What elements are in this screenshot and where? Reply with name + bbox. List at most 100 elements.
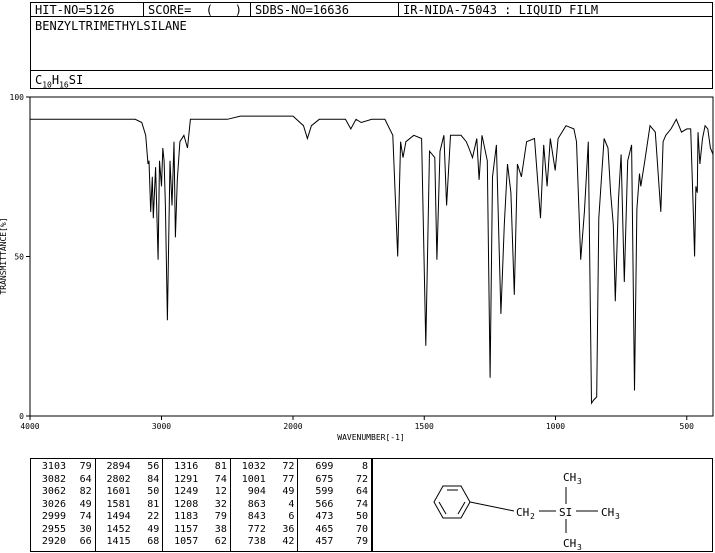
y-tick-label: 50 [14, 253, 24, 262]
peak-transmittance: 79 [355, 536, 369, 547]
peak-wavenumber: 2999 [41, 511, 66, 522]
peak-transmittance: 49 [79, 498, 92, 510]
y-axis-label: TRANSMITTANCE[%] [0, 217, 8, 294]
sdbs-number: SDBS-NO=16636 [251, 3, 399, 16]
peak-row: 465 70 [301, 524, 368, 537]
formula-c: C [35, 73, 43, 87]
peak-row: 1581 81 [99, 499, 160, 512]
peak-transmittance: 74 [214, 473, 227, 485]
peak-transmittance: 50 [355, 511, 369, 522]
peak-wavenumber: 1157 [174, 523, 199, 535]
peak-wavenumber: 473 [315, 511, 334, 522]
peak-wavenumber: 772 [247, 523, 266, 535]
peak-transmittance: 62 [214, 536, 227, 547]
peak-transmittance: 22 [147, 511, 160, 522]
peak-transmittance: 64 [79, 473, 92, 485]
y-tick-label: 100 [10, 93, 25, 102]
peak-wavenumber: 2802 [106, 473, 131, 485]
peak-transmittance: 77 [282, 473, 295, 485]
peak-column: 3103 79 3082 64 3062 82 3026 49 2999 74 2955 30 2920… [31, 459, 96, 551]
peak-column: 2894 56 2802 84 1601 50 1581 81 1494 22 1452 49 1415… [96, 459, 164, 551]
methyl-top-subscript: 3 [577, 477, 582, 486]
structure-diagram: CH 2 SI CH 3 CH 3 CH 3 [433, 471, 620, 552]
peak-wavenumber: 465 [315, 523, 334, 535]
peak-row: 3082 64 [34, 474, 92, 487]
peak-transmittance: 30 [79, 523, 92, 535]
peak-transmittance: 66 [79, 536, 92, 547]
compound-box: BENZYLTRIMETHYLSILANE C10H16SI [30, 16, 713, 89]
x-tick-label: 2000 [283, 422, 302, 431]
peak-transmittance: 8 [361, 461, 369, 472]
ch2-subscript: 2 [530, 512, 535, 521]
peak-row: 738 42 [234, 536, 295, 549]
peak-row: 2999 74 [34, 511, 92, 524]
compound-name: BENZYLTRIMETHYLSILANE [35, 19, 187, 33]
peak-wavenumber: 863 [247, 498, 266, 510]
peak-row: 1415 68 [99, 536, 160, 549]
peak-wavenumber: 599 [315, 486, 334, 497]
peak-row: 1249 12 [166, 486, 227, 499]
peak-row: 1032 72 [234, 461, 295, 474]
peak-transmittance: 49 [147, 523, 160, 535]
formula-c-count: 10 [42, 80, 52, 90]
peak-row: 457 79 [301, 536, 368, 549]
peak-transmittance: 72 [355, 473, 369, 485]
peak-row: 3062 82 [34, 486, 92, 499]
peak-transmittance: 84 [147, 473, 160, 485]
formula-h-count: 16 [59, 80, 69, 90]
peak-wavenumber: 3026 [41, 498, 66, 510]
peak-transmittance: 72 [282, 461, 295, 472]
ch2-label: CH [516, 506, 529, 519]
peak-transmittance: 12 [214, 486, 227, 497]
methyl-bottom-label: CH [563, 537, 576, 550]
methyl-top-label: CH [563, 471, 576, 484]
peak-wavenumber: 1291 [174, 473, 199, 485]
peak-row: 473 50 [301, 511, 368, 524]
peak-row: 1316 81 [166, 461, 227, 474]
peak-wavenumber: 2894 [106, 461, 131, 472]
peak-wavenumber: 699 [315, 461, 334, 472]
peak-transmittance: 49 [282, 486, 295, 497]
peak-row: 904 49 [234, 486, 295, 499]
peak-wavenumber: 1581 [106, 498, 131, 510]
peak-wavenumber: 457 [315, 536, 334, 547]
peak-wavenumber: 1601 [106, 486, 131, 497]
peak-wavenumber: 2920 [41, 536, 66, 547]
peak-row: 1494 22 [99, 511, 160, 524]
peak-wavenumber: 1208 [174, 498, 199, 510]
peak-transmittance: 38 [214, 523, 227, 535]
plot-frame [29, 96, 714, 417]
peak-row: 2894 56 [99, 461, 160, 474]
peak-column: 699 8 675 72 599 64 566 74 473 50 465 70 457 79 [298, 459, 371, 551]
peak-row: 1291 74 [166, 474, 227, 487]
peak-wavenumber: 1032 [241, 461, 266, 472]
peak-wavenumber: 566 [315, 498, 334, 510]
peak-transmittance: 64 [355, 486, 369, 497]
benzene-ring [433, 485, 471, 519]
peak-row: 599 64 [301, 486, 368, 499]
peak-row: 2920 66 [34, 536, 92, 549]
si-label: SI [559, 506, 572, 519]
peak-row: 843 6 [234, 511, 295, 524]
peak-wavenumber: 1415 [106, 536, 131, 547]
peak-transmittance: 79 [79, 461, 92, 472]
peak-row: 1452 49 [99, 524, 160, 537]
methyl-right-label: CH [601, 506, 614, 519]
x-tick-label: 4000 [20, 422, 39, 431]
peak-row: 1001 77 [234, 474, 295, 487]
peak-wavenumber: 3082 [41, 473, 66, 485]
ir-spectrum-chart: 4000 3000 2000 1500 1000 500 0 50 100 WAVENUMBE… [0, 93, 714, 442]
peak-wavenumber: 1494 [106, 511, 131, 522]
peak-wavenumber: 3103 [41, 461, 66, 472]
peak-row: 1057 62 [166, 536, 227, 549]
peak-row: 675 72 [301, 474, 368, 487]
peak-transmittance: 81 [147, 498, 160, 510]
peak-row: 1601 50 [99, 486, 160, 499]
formula-si: SI [68, 73, 84, 87]
peak-row: 1157 38 [166, 524, 227, 537]
peak-transmittance: 70 [355, 523, 369, 535]
peak-row: 1208 32 [166, 499, 227, 512]
peak-transmittance: 74 [79, 511, 92, 522]
peak-column: 1316 81 1291 74 1249 12 1208 32 1183 79 1157 38 1057… [163, 459, 231, 551]
bond-ring-ch2 [469, 501, 515, 512]
